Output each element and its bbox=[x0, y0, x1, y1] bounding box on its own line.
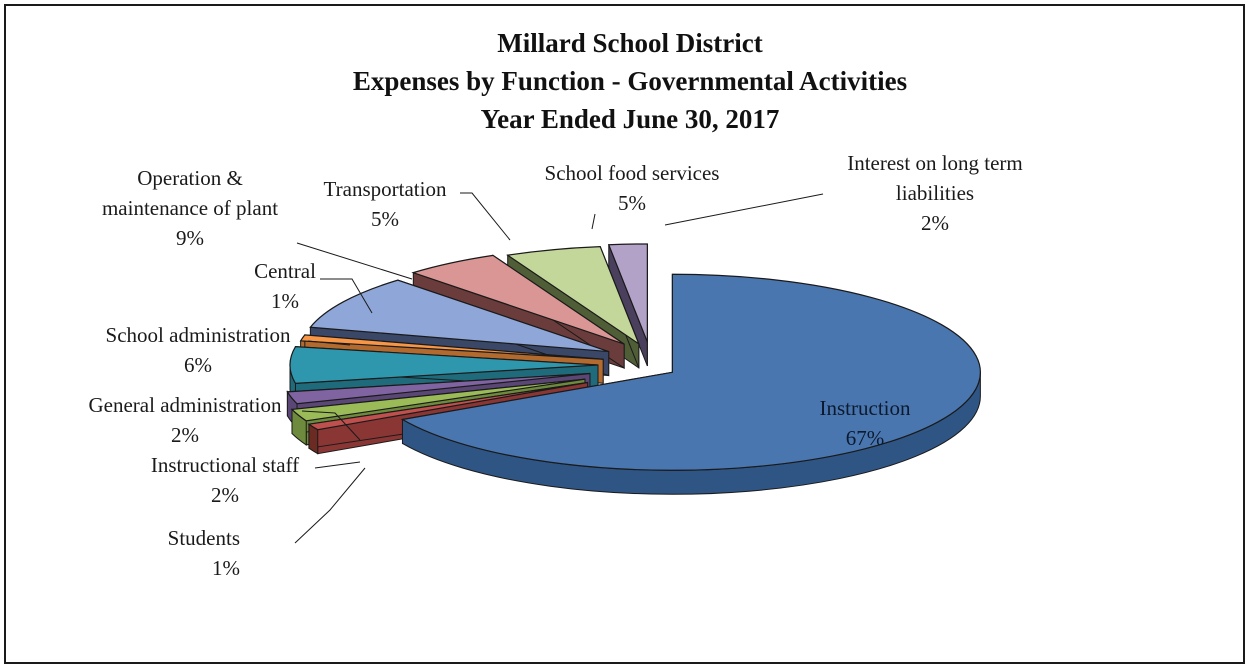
slice-label-general_administration: General administration 2% bbox=[88, 393, 282, 447]
leader-line-central bbox=[320, 278, 373, 314]
leader-line-school_food_services bbox=[591, 213, 596, 230]
chart-title-line-1: Millard School District bbox=[497, 28, 762, 58]
slice-central bbox=[299, 334, 604, 360]
leader-line-interest_long_term bbox=[664, 193, 824, 226]
slice-label-students: Students 1% bbox=[168, 526, 240, 580]
slice-label-school_food_services: School food services 5% bbox=[545, 161, 720, 215]
slice-school_food_services bbox=[506, 246, 641, 346]
leader-line-general_administration bbox=[301, 410, 361, 441]
slice-instruction bbox=[400, 273, 981, 471]
slice-school_administration bbox=[289, 346, 599, 384]
slice-labels: Instruction 67% Students 1% Instructional st… bbox=[88, 151, 1022, 580]
slice-label-operation_maintenance: Operation & maintenance of plant 9% bbox=[102, 166, 278, 250]
chart-title-line-2: Expenses by Function - Governmental Acti… bbox=[353, 66, 907, 96]
slice-operation_maintenance bbox=[309, 279, 609, 353]
slice-label-central: Central 1% bbox=[254, 259, 316, 313]
slice-label-instructional_staff: Instructional staff 2% bbox=[151, 453, 299, 507]
pie-chart: Millard School District Expenses by Func… bbox=[88, 28, 1022, 580]
leader-line-school_administration bbox=[307, 340, 351, 346]
slice-label-transportation: Transportation 5% bbox=[324, 177, 447, 231]
chart-title: Millard School District Expenses by Func… bbox=[353, 28, 907, 134]
slice-general_administration bbox=[286, 372, 591, 405]
slice-transportation bbox=[411, 254, 625, 345]
leader-line-transportation bbox=[460, 192, 511, 241]
slice-label-interest_long_term: Interest on long term liabilities 2% bbox=[847, 151, 1023, 235]
slice-students bbox=[307, 381, 588, 431]
leader-line-operation_maintenance bbox=[296, 242, 413, 280]
leader-line-instructional_staff bbox=[314, 461, 361, 469]
leader-line-students bbox=[294, 467, 366, 544]
slice-label-school_administration: School administration 6% bbox=[106, 323, 291, 377]
slice-label-instruction: Instruction 67% bbox=[820, 396, 911, 450]
chart-title-line-3: Year Ended June 30, 2017 bbox=[481, 104, 780, 134]
pie-tops bbox=[286, 243, 981, 471]
slice-instructional_staff bbox=[290, 378, 586, 422]
leader-lines bbox=[294, 192, 824, 544]
slice-interest_long_term bbox=[607, 243, 648, 343]
